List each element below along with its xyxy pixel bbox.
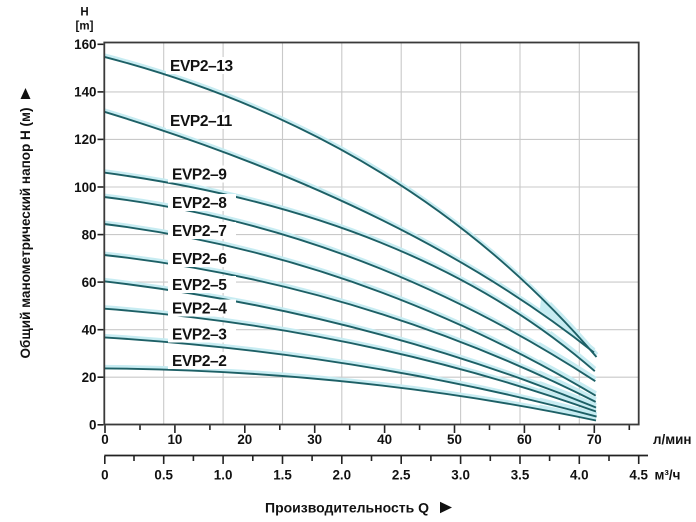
- svg-text:EVP2–4: EVP2–4: [172, 301, 227, 318]
- svg-text:Общий манометрический напор Н: Общий манометрический напор Н (м): [18, 108, 33, 359]
- svg-text:2.0: 2.0: [332, 468, 351, 483]
- svg-text:40: 40: [377, 432, 392, 447]
- svg-text:EVP2–9: EVP2–9: [172, 167, 227, 184]
- svg-text:EVP2–7: EVP2–7: [172, 223, 226, 240]
- svg-text:EVP2–3: EVP2–3: [172, 327, 227, 344]
- svg-text:0: 0: [101, 432, 108, 447]
- svg-text:4.0: 4.0: [570, 468, 589, 483]
- svg-text:60: 60: [82, 275, 97, 290]
- svg-text:0: 0: [89, 418, 96, 433]
- svg-text:EVP2–11: EVP2–11: [170, 113, 233, 130]
- svg-text:EVP2–8: EVP2–8: [172, 195, 227, 212]
- svg-text:10: 10: [167, 432, 182, 447]
- svg-text:м³/ч: м³/ч: [655, 468, 681, 483]
- svg-text:70: 70: [587, 432, 602, 447]
- svg-text:0: 0: [101, 468, 108, 483]
- svg-text:120: 120: [74, 132, 96, 147]
- svg-text:EVP2–13: EVP2–13: [170, 58, 233, 75]
- svg-text:50: 50: [447, 432, 462, 447]
- svg-text:160: 160: [74, 37, 96, 52]
- svg-text:1.5: 1.5: [273, 468, 292, 483]
- svg-text:EVP2–5: EVP2–5: [172, 277, 227, 294]
- svg-text:1.0: 1.0: [214, 468, 233, 483]
- svg-text:100: 100: [74, 180, 96, 195]
- svg-text:30: 30: [307, 432, 322, 447]
- svg-text:80: 80: [82, 227, 97, 242]
- svg-text:3.5: 3.5: [511, 468, 530, 483]
- svg-text:4.5: 4.5: [629, 468, 648, 483]
- svg-text:0.5: 0.5: [154, 468, 173, 483]
- svg-text:20: 20: [237, 432, 252, 447]
- svg-text:20: 20: [82, 370, 97, 385]
- svg-text:140: 140: [74, 85, 96, 100]
- svg-text:л/мин: л/мин: [653, 432, 691, 447]
- svg-text:EVP2–2: EVP2–2: [172, 353, 226, 370]
- svg-text:60: 60: [517, 432, 532, 447]
- svg-text:H: H: [80, 7, 88, 19]
- svg-text:2.5: 2.5: [392, 468, 411, 483]
- svg-text:3.0: 3.0: [451, 468, 470, 483]
- svg-text:[m]: [m]: [76, 21, 94, 33]
- svg-text:40: 40: [82, 323, 97, 338]
- svg-text:EVP2–6: EVP2–6: [172, 251, 227, 268]
- svg-text:Производительность Q: Производительность Q: [265, 500, 429, 516]
